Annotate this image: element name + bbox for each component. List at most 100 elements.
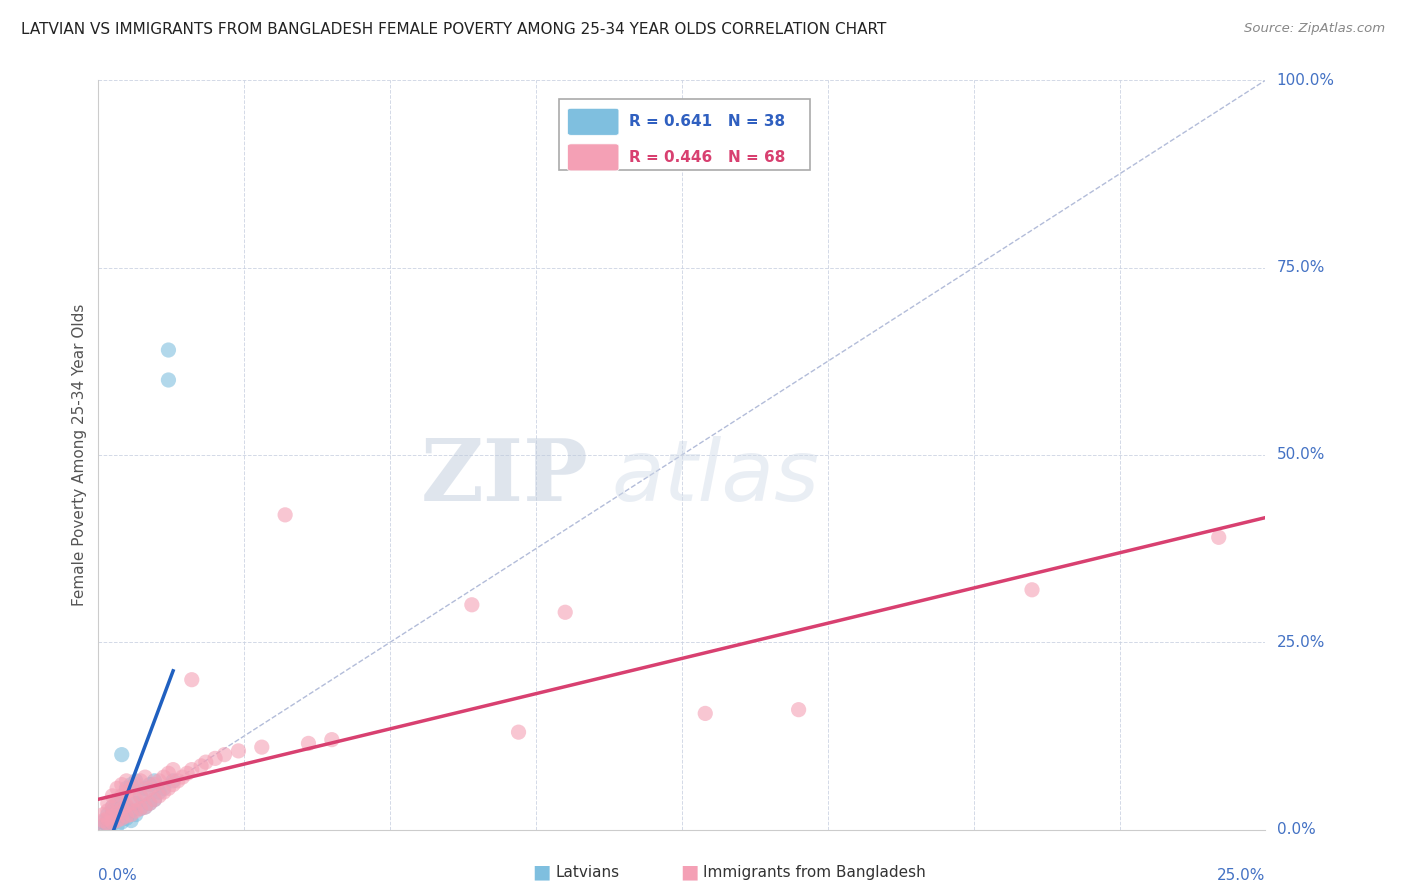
Point (120, 781, 142, 796)
Point (111, 811, 134, 825)
Point (97, 811, 120, 825)
Text: Latvians: Latvians (555, 865, 620, 880)
Text: 100.0%: 100.0% (1277, 73, 1334, 87)
Point (91, 814, 114, 828)
Point (125, 792, 148, 806)
Point (120, 778, 142, 792)
Point (214, 747, 236, 762)
Point (134, 800, 156, 814)
Point (148, 785, 170, 799)
Point (111, 747, 134, 762)
Point (91, 819, 114, 833)
Point (228, 744, 250, 758)
Point (139, 778, 162, 792)
Text: atlas: atlas (612, 436, 820, 519)
Point (134, 781, 156, 796)
Point (97, 797, 120, 811)
Point (508, 725, 530, 739)
Point (157, 766, 180, 780)
Point (97, 807, 120, 822)
Point (120, 804, 142, 818)
Point (162, 773, 184, 788)
Point (143, 792, 166, 806)
Point (129, 801, 152, 815)
Point (152, 770, 174, 784)
Text: 75.0%: 75.0% (1277, 260, 1324, 275)
Point (162, 778, 184, 792)
Text: ■: ■ (679, 863, 699, 882)
Text: Immigrants from Bangladesh: Immigrants from Bangladesh (703, 865, 925, 880)
Point (152, 781, 174, 796)
Point (1021, 582, 1043, 597)
Point (97, 804, 120, 818)
Point (105, 794, 128, 808)
Point (139, 797, 162, 811)
Point (115, 773, 138, 788)
Point (180, 763, 202, 777)
Point (143, 773, 166, 788)
Text: 25.0%: 25.0% (1218, 869, 1265, 883)
FancyBboxPatch shape (560, 99, 810, 170)
Point (115, 785, 138, 799)
Point (787, 703, 810, 717)
Point (97, 816, 120, 830)
Point (157, 343, 180, 357)
Point (105, 797, 128, 811)
Point (125, 778, 148, 792)
Point (101, 816, 124, 830)
Point (172, 770, 194, 784)
Y-axis label: Female Poverty Among 25-34 Year Olds: Female Poverty Among 25-34 Year Olds (72, 304, 87, 606)
Point (115, 809, 138, 823)
Point (120, 797, 142, 811)
Point (111, 801, 134, 815)
Point (97, 819, 120, 833)
FancyBboxPatch shape (568, 108, 619, 136)
Point (194, 755, 217, 769)
Point (115, 800, 138, 814)
Point (204, 751, 226, 765)
Point (125, 797, 148, 811)
Point (120, 807, 142, 822)
Text: 0.0%: 0.0% (98, 869, 138, 883)
Text: 50.0%: 50.0% (1277, 448, 1324, 462)
Point (111, 778, 134, 792)
Point (166, 773, 188, 788)
Point (125, 804, 148, 818)
Text: ■: ■ (531, 863, 551, 882)
Point (461, 598, 484, 612)
Point (129, 789, 152, 803)
Point (105, 809, 128, 823)
Point (91, 815, 114, 830)
Point (143, 792, 166, 806)
Point (274, 508, 297, 522)
Point (125, 807, 148, 822)
Point (129, 801, 152, 815)
Point (162, 763, 184, 777)
Text: 25.0%: 25.0% (1277, 635, 1324, 649)
Point (101, 800, 124, 814)
Point (111, 789, 134, 803)
Point (139, 781, 162, 796)
Point (111, 815, 134, 830)
Point (139, 797, 162, 811)
Point (1208, 530, 1230, 544)
Text: ZIP: ZIP (420, 435, 589, 519)
Point (134, 787, 156, 801)
Text: 0.0%: 0.0% (1277, 822, 1315, 837)
Point (554, 605, 576, 619)
Point (91, 819, 114, 833)
Point (91, 807, 114, 822)
Point (157, 373, 180, 387)
Point (105, 806, 128, 821)
Point (143, 778, 166, 792)
Point (695, 706, 717, 721)
Point (101, 809, 124, 823)
Point (180, 673, 202, 687)
Point (190, 759, 212, 773)
Point (115, 781, 138, 796)
Point (97, 814, 120, 828)
Point (129, 789, 152, 803)
Point (111, 806, 134, 821)
Text: Source: ZipAtlas.com: Source: ZipAtlas.com (1244, 22, 1385, 36)
Point (321, 732, 343, 747)
